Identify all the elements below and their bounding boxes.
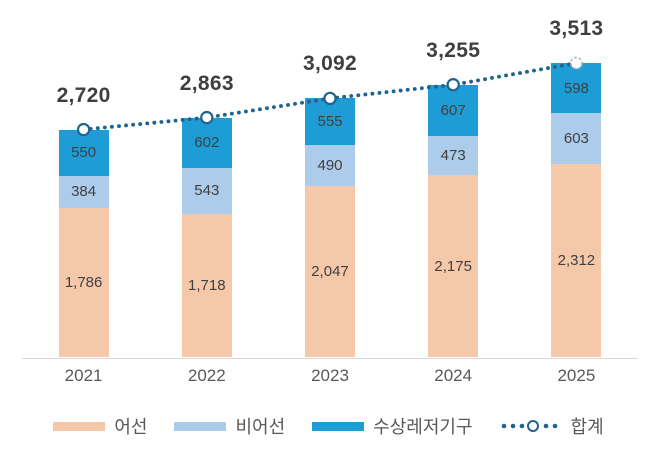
- x-axis-label-2021: 2021: [64, 366, 103, 385]
- legend-label: 합계: [570, 417, 604, 437]
- segment-value-label: 490: [317, 156, 343, 174]
- bar-segment-2023-s0: 2,047: [305, 185, 355, 358]
- dotted-line-sample-icon: [501, 420, 557, 432]
- legend-label: 어선: [114, 417, 148, 437]
- bar-segment-2025-s1: 603: [551, 113, 602, 164]
- x-axis-label-2025: 2025: [557, 366, 596, 385]
- segment-value-label: 384: [71, 183, 97, 201]
- total-marker: [446, 78, 460, 92]
- bar-segment-2024-s2: 607: [428, 84, 479, 136]
- segment-value-label: 550: [71, 144, 97, 162]
- legend-item-total: 합계: [500, 413, 604, 439]
- legend-swatch-icon: [53, 421, 106, 431]
- bar-segment-2021-s1: 384: [58, 175, 109, 208]
- segment-value-label: 602: [194, 134, 220, 152]
- bar-segment-2021-s2: 550: [58, 129, 109, 176]
- x-axis-line: [22, 357, 638, 359]
- bar-segment-2022-s1: 543: [181, 168, 232, 214]
- segment-value-label: 2,312: [557, 252, 596, 270]
- total-label-2022: 2,863: [179, 71, 234, 95]
- x-axis-label-2024: 2024: [434, 366, 473, 385]
- bar-segment-2021-s0: 1,786: [58, 207, 109, 358]
- bar-segment-2023-s1: 490: [305, 144, 355, 186]
- segment-value-label: 607: [440, 101, 466, 119]
- legend-label: 비어선: [235, 417, 286, 437]
- bar-segment-2023-s2: 555: [305, 98, 355, 145]
- segment-value-label: 555: [317, 113, 343, 131]
- legend-swatch-icon: [174, 421, 227, 431]
- segment-value-label: 1,786: [64, 274, 103, 292]
- x-axis-label-2022: 2022: [187, 366, 226, 385]
- segment-value-label: 598: [563, 79, 589, 97]
- bar-segment-2025-s2: 598: [551, 63, 602, 114]
- total-label-2023: 3,092: [302, 52, 358, 76]
- total-marker: [76, 122, 91, 137]
- total-label-2025: 3,513: [549, 17, 604, 41]
- total-marker-dashed: [569, 56, 583, 70]
- segment-value-label: 543: [194, 182, 220, 200]
- total-marker: [200, 110, 214, 125]
- total-label-2021: 2,720: [56, 83, 111, 107]
- legend-swatch-icon: [312, 421, 365, 431]
- bar-segment-2022-s0: 1,718: [181, 213, 232, 358]
- segment-value-label: 603: [563, 129, 589, 147]
- bar-segment-2025-s0: 2,312: [551, 163, 602, 358]
- segment-value-label: 1,718: [188, 277, 226, 294]
- bar-segment-2024-s0: 2,175: [428, 175, 479, 358]
- segment-value-label: 473: [440, 146, 466, 164]
- legend-item-series-2: 수상레저기구: [312, 413, 473, 439]
- total-marker: [323, 91, 337, 106]
- chart-legend: 어선 비어선 수상레저기구 합계: [0, 413, 657, 439]
- legend-item-series-0: 어선: [53, 413, 147, 439]
- bar-segment-2024-s1: 473: [428, 135, 479, 176]
- bar-segment-2022-s2: 602: [181, 117, 232, 169]
- legend-label: 수상레저기구: [373, 417, 473, 437]
- segment-value-label: 2,047: [311, 263, 349, 281]
- segment-value-label: 2,175: [434, 257, 472, 275]
- x-axis-label-2023: 2023: [311, 366, 349, 385]
- legend-item-series-1: 비어선: [174, 413, 285, 439]
- total-label-2024: 3,255: [426, 38, 481, 62]
